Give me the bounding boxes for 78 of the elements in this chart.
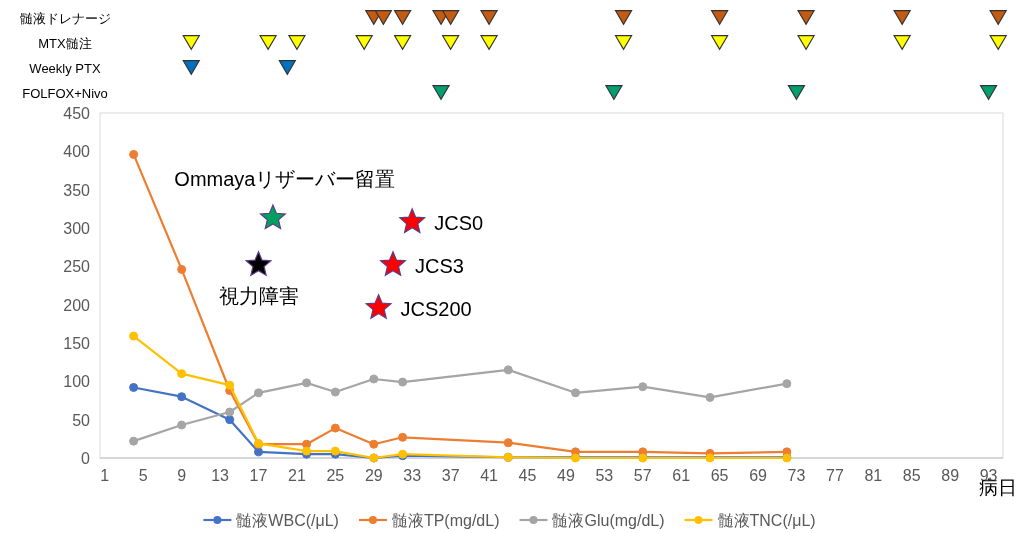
x-tick-label: 53	[595, 467, 614, 484]
legend-label: 髄液TP(mg/dL)	[391, 512, 500, 529]
series-label: Ommayaリザーバー留置	[174, 168, 396, 191]
point	[129, 436, 139, 446]
x-tick-label: 69	[749, 467, 768, 484]
point	[225, 415, 235, 425]
y-tick-label: MTX髄注	[38, 35, 92, 51]
series-label: JCS200	[400, 297, 472, 320]
point	[705, 392, 715, 402]
x-tick-label: 65	[710, 467, 729, 484]
x-tick-label: 1	[100, 467, 110, 484]
point	[129, 382, 139, 392]
x-tick-label: 61	[672, 467, 691, 484]
x-tick-label: 5	[138, 467, 148, 484]
point	[225, 407, 235, 417]
y-tick-label: 100	[63, 373, 91, 391]
point	[330, 423, 340, 433]
point	[369, 439, 379, 449]
x-tick-label: 81	[864, 467, 883, 484]
y-tick-label: FOLFOX+Nivo	[22, 85, 108, 101]
point	[129, 331, 139, 341]
series-label: JCS3	[414, 254, 464, 277]
y-tick-label: 髄液ドレナージ	[19, 10, 111, 26]
point	[369, 374, 379, 384]
x-tick-label: 21	[288, 467, 306, 484]
x-tick-label: 37	[441, 467, 460, 484]
point	[571, 388, 581, 398]
point	[365, 294, 392, 319]
y-tick-label: 400	[63, 143, 91, 161]
x-tick-label: 29	[364, 467, 383, 484]
y-tick-label: 0	[81, 450, 91, 467]
legend-label: 髄液WBC(/μL)	[236, 512, 339, 529]
x-tick-label: 9	[177, 467, 187, 484]
point	[177, 264, 187, 274]
x-tick-label: 25	[326, 467, 345, 484]
y-tick-label: Weekly PTX	[29, 60, 101, 76]
y-tick-label: 450	[63, 105, 91, 122]
x-tick-label: 33	[403, 467, 422, 484]
y-tick-label: 250	[63, 258, 91, 276]
point	[989, 35, 1007, 50]
x-tick-label: 73	[787, 467, 806, 484]
point	[782, 379, 792, 389]
legend-label: 髄液Glu(mg/dL)	[552, 512, 665, 529]
point	[398, 432, 408, 442]
x-tick-label: 89	[941, 467, 960, 484]
x-tick-label: 85	[902, 467, 921, 484]
series-label: 視力障害	[218, 284, 299, 307]
point	[380, 251, 406, 276]
x-tick-label: 49	[557, 467, 575, 484]
x-tick-label: 13	[211, 467, 230, 484]
y-tick-label: 50	[72, 411, 91, 429]
point	[245, 251, 272, 276]
point	[638, 382, 648, 392]
point	[254, 447, 264, 457]
point	[503, 438, 513, 448]
point	[259, 204, 286, 230]
point	[225, 380, 235, 390]
point	[399, 208, 426, 233]
x-tick-label: 17	[249, 467, 268, 484]
point	[302, 378, 312, 388]
x-tick-label: 77	[825, 467, 844, 484]
point	[177, 369, 187, 379]
y-tick-label: 200	[63, 296, 91, 314]
point	[398, 377, 408, 387]
point	[129, 149, 139, 159]
point	[330, 387, 340, 397]
point	[503, 365, 513, 375]
x-tick-label: 45	[518, 467, 537, 484]
point	[177, 420, 187, 430]
y-tick-label: 150	[63, 335, 91, 352]
point	[254, 388, 264, 398]
point	[177, 392, 187, 402]
x-tick-label: 57	[633, 467, 652, 484]
series-label: JCS0	[434, 211, 484, 234]
x-tick-label: 41	[480, 467, 499, 484]
legend-label: 髄液TNC(/μL)	[717, 512, 816, 529]
y-tick-label: 350	[63, 181, 91, 199]
y-tick-label: 300	[63, 220, 91, 237]
